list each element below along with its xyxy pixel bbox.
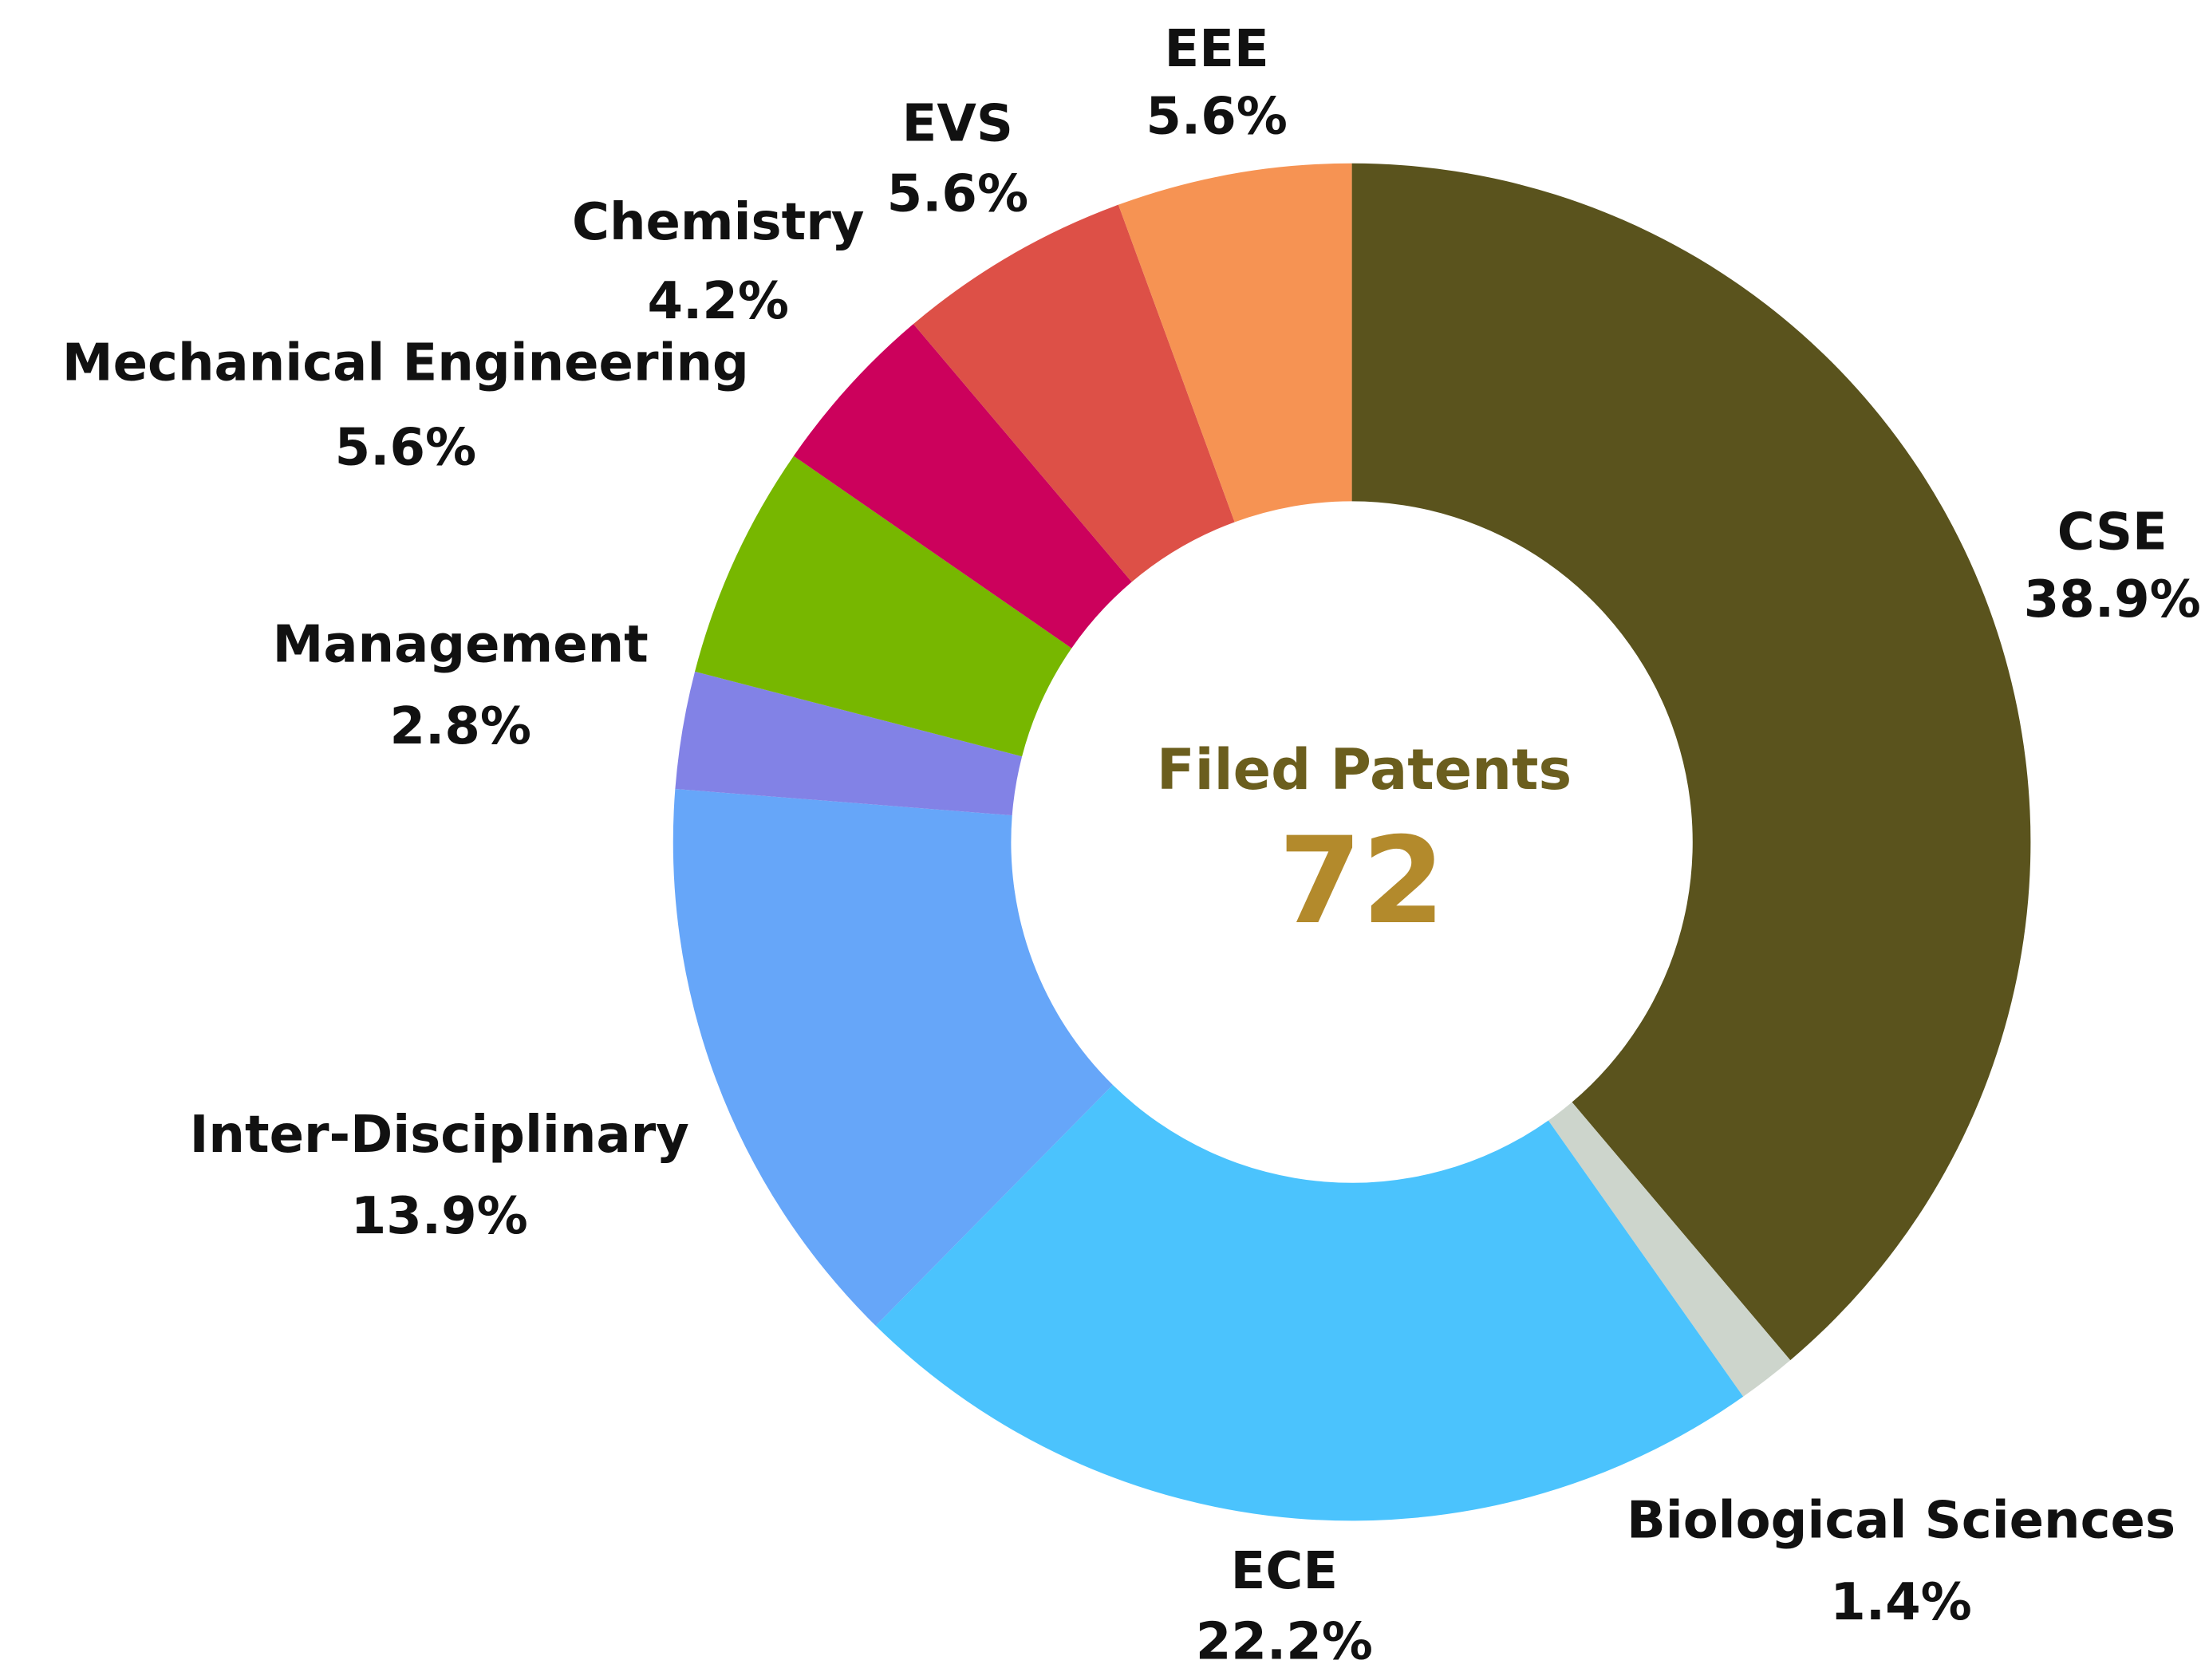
slice-value-label: 22.2% xyxy=(1196,1612,1373,1671)
center-value: 72 xyxy=(1279,812,1446,951)
donut-slice xyxy=(913,204,1235,582)
slice-value-label: 5.6% xyxy=(887,165,1029,224)
donut-slice xyxy=(1118,163,1352,523)
slice-value-label: 5.6% xyxy=(1146,88,1288,147)
slice-label: EVS xyxy=(902,94,1013,153)
slice-label: Management xyxy=(273,616,649,675)
slice-label: Biological Sciences xyxy=(1627,1492,2175,1551)
donut-slice xyxy=(1351,163,2031,1361)
slice-label: ECE xyxy=(1231,1542,1338,1601)
donut-slice xyxy=(875,1085,1744,1521)
slice-value-label: 38.9% xyxy=(2024,570,2201,629)
slice-value-label: 4.2% xyxy=(647,272,789,331)
donut-slice xyxy=(695,455,1072,757)
center-title: Filed Patents xyxy=(1157,737,1572,803)
slice-value-label: 2.8% xyxy=(389,697,531,756)
donut-slice xyxy=(675,671,1023,816)
slice-label: CSE xyxy=(2057,503,2167,562)
slice-label: Mechanical Engineering xyxy=(62,334,749,393)
slice-value-label: 1.4% xyxy=(1830,1573,1972,1632)
donut-slice xyxy=(793,324,1132,649)
slice-label: Inter-Disciplinary xyxy=(190,1106,689,1165)
slice-label: EEE xyxy=(1165,20,1269,79)
slice-value-label: 13.9% xyxy=(351,1187,528,1246)
donut-slice xyxy=(1548,1102,1791,1397)
slice-value-label: 5.6% xyxy=(335,418,477,477)
slice-label: Chemistry xyxy=(572,193,865,252)
donut-slice xyxy=(673,788,1113,1326)
